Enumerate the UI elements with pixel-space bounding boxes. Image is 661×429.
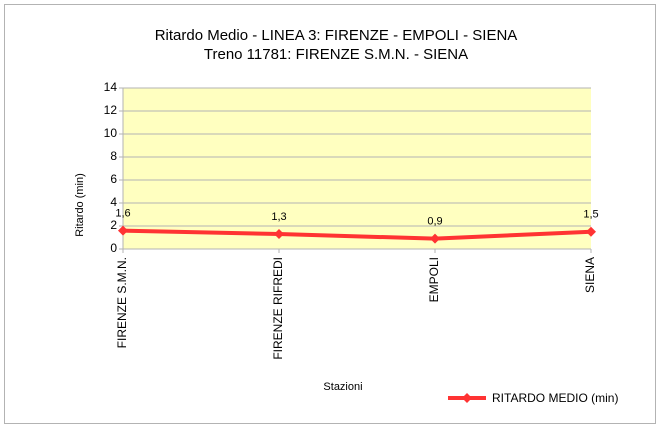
x-axis-label: Stazioni bbox=[323, 381, 362, 393]
y-tick-label: 0 bbox=[110, 241, 117, 255]
x-tick-label: EMPOLI bbox=[427, 257, 441, 302]
data-label: 1,5 bbox=[583, 209, 598, 221]
y-tick-label: 14 bbox=[104, 80, 118, 94]
y-tick-label: 12 bbox=[104, 103, 118, 117]
chart-subtitle: Treno 11781: FIRENZE S.M.N. - SIENA bbox=[204, 46, 468, 63]
y-tick-label: 10 bbox=[104, 126, 118, 140]
marker bbox=[274, 229, 284, 240]
data-label: 0,9 bbox=[427, 216, 442, 228]
y-tick-label: 2 bbox=[110, 218, 117, 232]
x-tick-label: FIRENZE S.M.N. bbox=[115, 257, 129, 348]
y-tick-label: 6 bbox=[110, 172, 117, 186]
plot-area bbox=[123, 88, 591, 249]
legend-marker bbox=[462, 393, 472, 403]
legend-label: RITARDO MEDIO (min) bbox=[492, 391, 618, 405]
chart-title: Ritardo Medio - LINEA 3: FIRENZE - EMPOL… bbox=[155, 27, 518, 44]
data-label: 1,6 bbox=[115, 208, 130, 220]
y-axis-label: Ritardo (min) bbox=[74, 173, 86, 237]
x-tick-label: SIENA bbox=[583, 257, 597, 293]
marker bbox=[430, 233, 440, 244]
data-label: 1,3 bbox=[271, 211, 286, 223]
x-tick-label: FIRENZE RIFREDI bbox=[271, 257, 285, 360]
marker bbox=[586, 226, 596, 237]
y-tick-label: 8 bbox=[110, 149, 117, 163]
y-tick-label: 4 bbox=[110, 195, 117, 209]
marker bbox=[118, 225, 128, 236]
series-line bbox=[122, 228, 592, 241]
